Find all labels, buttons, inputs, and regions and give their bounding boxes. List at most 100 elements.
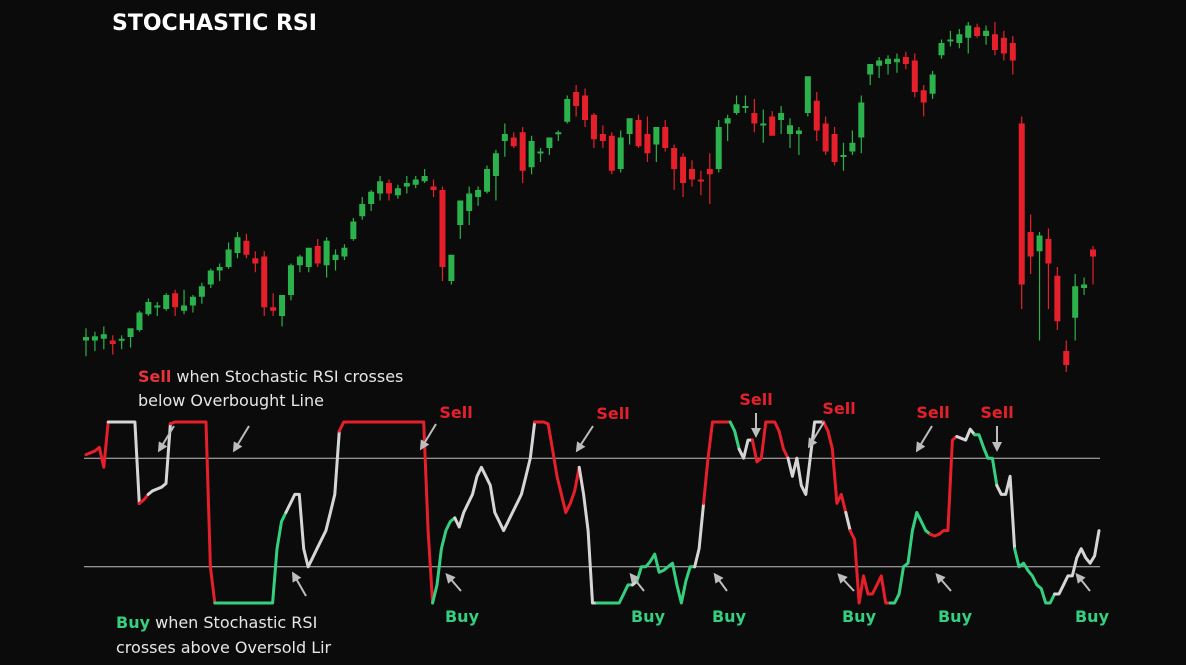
candle xyxy=(608,132,615,175)
candle-body xyxy=(1000,37,1007,54)
stoch-rsi-segment xyxy=(737,438,754,460)
stoch-rsi-segment xyxy=(106,420,141,505)
stoch-rsi-segment xyxy=(168,420,217,605)
candle xyxy=(181,289,188,315)
candle xyxy=(118,335,125,350)
stoch-rsi-segment xyxy=(750,420,790,464)
candle-body xyxy=(368,191,375,204)
candle xyxy=(555,130,562,141)
candle xyxy=(439,186,446,281)
stoch-rsi-segment xyxy=(928,435,959,538)
candle xyxy=(617,130,624,173)
candle-body xyxy=(359,204,366,217)
candle xyxy=(858,95,865,154)
candle xyxy=(100,326,107,350)
candle-body xyxy=(760,123,767,126)
candle-body xyxy=(287,265,294,295)
buy-arrow xyxy=(629,572,645,592)
candle-body xyxy=(671,148,678,169)
chart-title: STOCHASTIC RSI xyxy=(112,11,317,36)
candle xyxy=(403,176,410,194)
candle xyxy=(680,153,687,197)
candle-body xyxy=(528,141,535,168)
candle-body xyxy=(1063,351,1070,365)
candle-body xyxy=(83,337,89,341)
candle-body xyxy=(546,137,553,148)
candle-body xyxy=(537,151,544,154)
candle-body xyxy=(100,334,107,339)
candle xyxy=(715,120,722,173)
candle xyxy=(590,113,597,148)
candle xyxy=(1027,214,1034,274)
candle xyxy=(332,249,339,271)
candle xyxy=(225,242,232,269)
stoch-rsi-segment xyxy=(786,420,825,496)
buy-arrow xyxy=(292,571,307,597)
candle-body xyxy=(1036,235,1043,252)
candle-body xyxy=(885,58,892,64)
candle xyxy=(733,95,740,115)
candle xyxy=(136,310,143,332)
candle-body xyxy=(617,137,624,169)
candle-body xyxy=(261,256,268,308)
candle xyxy=(653,127,660,162)
candle xyxy=(359,197,366,220)
candle-body xyxy=(769,116,776,136)
candle-body xyxy=(243,240,250,255)
candle-body xyxy=(1018,123,1025,285)
candle-body xyxy=(751,113,758,124)
candle xyxy=(528,135,535,175)
candle xyxy=(840,142,847,171)
sell-arrow xyxy=(915,425,933,453)
stoch-rsi-segment xyxy=(453,420,537,533)
candle xyxy=(1000,30,1007,61)
candle xyxy=(305,247,312,273)
buy-signal-label: Buy xyxy=(938,607,973,626)
candle-body xyxy=(867,64,874,75)
candle xyxy=(109,335,116,355)
sell-annotation-text: when Stochastic RSI crosses xyxy=(171,367,403,386)
candle-body xyxy=(840,155,847,157)
stoch-rsi-segment xyxy=(533,420,581,514)
candle xyxy=(582,88,589,127)
candle xyxy=(626,118,633,145)
candle-body xyxy=(510,137,517,147)
candle-body xyxy=(198,286,205,297)
candle-body xyxy=(1027,232,1034,257)
candle-body xyxy=(403,183,410,187)
candle-body xyxy=(1072,286,1079,318)
candle-body xyxy=(421,176,428,182)
candle xyxy=(207,268,214,288)
candle xyxy=(599,125,606,148)
buy-signal-label: Buy xyxy=(631,607,666,626)
sell-arrow xyxy=(807,421,825,449)
candle xyxy=(189,295,196,313)
candle-body xyxy=(279,295,286,316)
candle-body xyxy=(662,127,669,148)
candlestick-series xyxy=(83,22,1096,372)
candle-body xyxy=(626,118,633,134)
candle-body xyxy=(519,132,526,171)
buy-signal-label: Buy xyxy=(842,607,877,626)
candle-body xyxy=(991,34,998,50)
candle-body xyxy=(466,193,473,211)
candle xyxy=(368,190,375,211)
candle-body xyxy=(849,142,856,152)
candle xyxy=(154,302,161,316)
candle-body xyxy=(787,125,794,134)
candle xyxy=(662,120,669,152)
stoch-rsi-segment xyxy=(431,516,457,605)
candle xyxy=(804,76,811,117)
candle xyxy=(778,106,785,134)
candle-body xyxy=(778,113,785,120)
stoch-rsi-segment xyxy=(844,511,852,533)
candle xyxy=(769,111,776,136)
stoch-rsi-segment xyxy=(822,420,848,514)
candle-body xyxy=(974,27,981,36)
candle xyxy=(947,30,954,47)
stoch-rsi-segment xyxy=(284,429,341,569)
sell-arrow xyxy=(157,425,175,453)
candle xyxy=(537,148,544,162)
candle-body xyxy=(1009,43,1016,61)
candle xyxy=(787,118,794,148)
